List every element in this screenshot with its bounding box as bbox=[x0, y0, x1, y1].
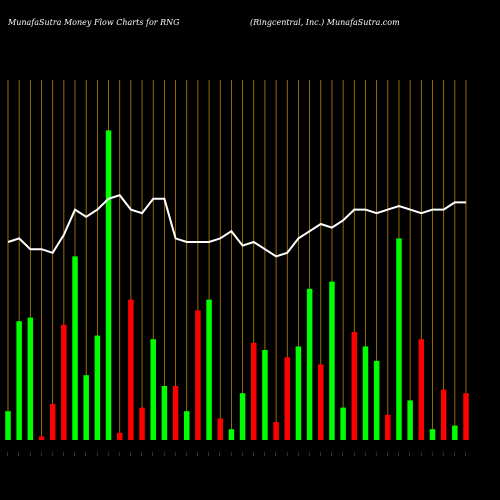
flow-bar bbox=[83, 375, 89, 440]
x-tick-label: … bbox=[15, 452, 20, 456]
flow-bar bbox=[38, 436, 45, 440]
flow-bar bbox=[61, 324, 67, 440]
flow-bar bbox=[94, 335, 101, 440]
x-tick-label: … bbox=[317, 452, 322, 456]
x-tick-label: … bbox=[417, 452, 422, 456]
flow-bar bbox=[273, 422, 279, 440]
x-tick-label: … bbox=[451, 452, 456, 456]
flow-bar bbox=[396, 238, 402, 440]
x-tick-label: … bbox=[82, 452, 87, 456]
flow-bar bbox=[5, 411, 11, 440]
flow-bar bbox=[373, 360, 380, 440]
flow-bar bbox=[351, 332, 358, 440]
flow-bar bbox=[195, 310, 201, 440]
x-tick-label: … bbox=[306, 452, 311, 456]
x-tick-label: … bbox=[38, 452, 43, 456]
x-tick-label: … bbox=[239, 452, 244, 456]
x-tick-label: … bbox=[406, 452, 411, 456]
flow-bar bbox=[27, 317, 34, 440]
flow-bar bbox=[284, 357, 291, 440]
x-tick-label: … bbox=[384, 452, 389, 456]
x-tick-label: … bbox=[373, 452, 378, 456]
flow-bar bbox=[217, 418, 223, 440]
flow-bar bbox=[385, 414, 391, 440]
x-tick-label: … bbox=[428, 452, 433, 456]
x-tick-label: … bbox=[4, 452, 9, 456]
flow-bar bbox=[262, 350, 268, 440]
x-tick-label: … bbox=[272, 452, 277, 456]
chart-title-left: MunafaSutra Money Flow Charts for RNG bbox=[8, 18, 180, 27]
chart-title-right: (Ringcentral, Inc.) MunafaSutra.com bbox=[250, 18, 400, 27]
flow-bar bbox=[105, 130, 112, 440]
x-tick-label: … bbox=[60, 452, 65, 456]
x-tick-label: … bbox=[160, 452, 165, 456]
flow-bar bbox=[128, 299, 134, 440]
flow-bar bbox=[228, 429, 235, 440]
flow-bar bbox=[172, 386, 179, 440]
flow-bar bbox=[329, 281, 335, 440]
x-tick-label: … bbox=[116, 452, 121, 456]
x-tick-label: … bbox=[71, 452, 76, 456]
x-tick-label: … bbox=[149, 452, 154, 456]
flow-bar bbox=[150, 339, 156, 440]
money-flow-line bbox=[7, 194, 466, 258]
x-tick-label: … bbox=[172, 452, 177, 456]
x-tick-label: … bbox=[361, 452, 366, 456]
flow-bar bbox=[251, 342, 257, 440]
x-tick-label: … bbox=[227, 452, 232, 456]
flow-bar bbox=[72, 256, 78, 440]
x-tick-label: … bbox=[127, 452, 132, 456]
x-tick-label: … bbox=[138, 452, 143, 456]
flow-bar bbox=[206, 299, 212, 440]
x-tick-label: … bbox=[105, 452, 110, 456]
flow-bar bbox=[49, 404, 56, 440]
x-tick-label: … bbox=[350, 452, 355, 456]
flow-bar bbox=[318, 364, 324, 440]
flow-bar bbox=[418, 339, 425, 440]
x-tick-label: … bbox=[395, 452, 400, 456]
x-tick-label: … bbox=[183, 452, 188, 456]
flow-bar bbox=[340, 407, 346, 440]
x-tick-label: … bbox=[294, 452, 299, 456]
flow-bar bbox=[183, 411, 190, 440]
x-tick-label: … bbox=[339, 452, 344, 456]
flow-bar bbox=[16, 321, 22, 440]
x-tick-label: … bbox=[93, 452, 98, 456]
x-tick-label: … bbox=[440, 452, 445, 456]
x-tick-label: … bbox=[26, 452, 31, 456]
flow-bar bbox=[239, 393, 246, 440]
x-tick-label: … bbox=[328, 452, 333, 456]
flow-bar bbox=[116, 432, 123, 440]
flow-bar bbox=[306, 288, 313, 440]
x-tick-label: … bbox=[205, 452, 210, 456]
flow-bar bbox=[452, 425, 458, 440]
flow-bar bbox=[295, 346, 302, 440]
flow-bar bbox=[161, 386, 168, 440]
flow-bar bbox=[429, 429, 436, 440]
flow-bar bbox=[362, 346, 369, 440]
x-tick-label: … bbox=[250, 452, 255, 456]
flow-bar bbox=[407, 400, 413, 440]
x-tick-label: … bbox=[216, 452, 221, 456]
x-tick-label: … bbox=[261, 452, 266, 456]
x-tick-label: … bbox=[49, 452, 54, 456]
x-tick-label: … bbox=[283, 452, 288, 456]
x-tick-label: … bbox=[462, 452, 467, 456]
flow-bar bbox=[139, 407, 145, 440]
flow-bar bbox=[440, 389, 447, 440]
x-tick-label: … bbox=[194, 452, 199, 456]
flow-bar bbox=[463, 393, 469, 440]
